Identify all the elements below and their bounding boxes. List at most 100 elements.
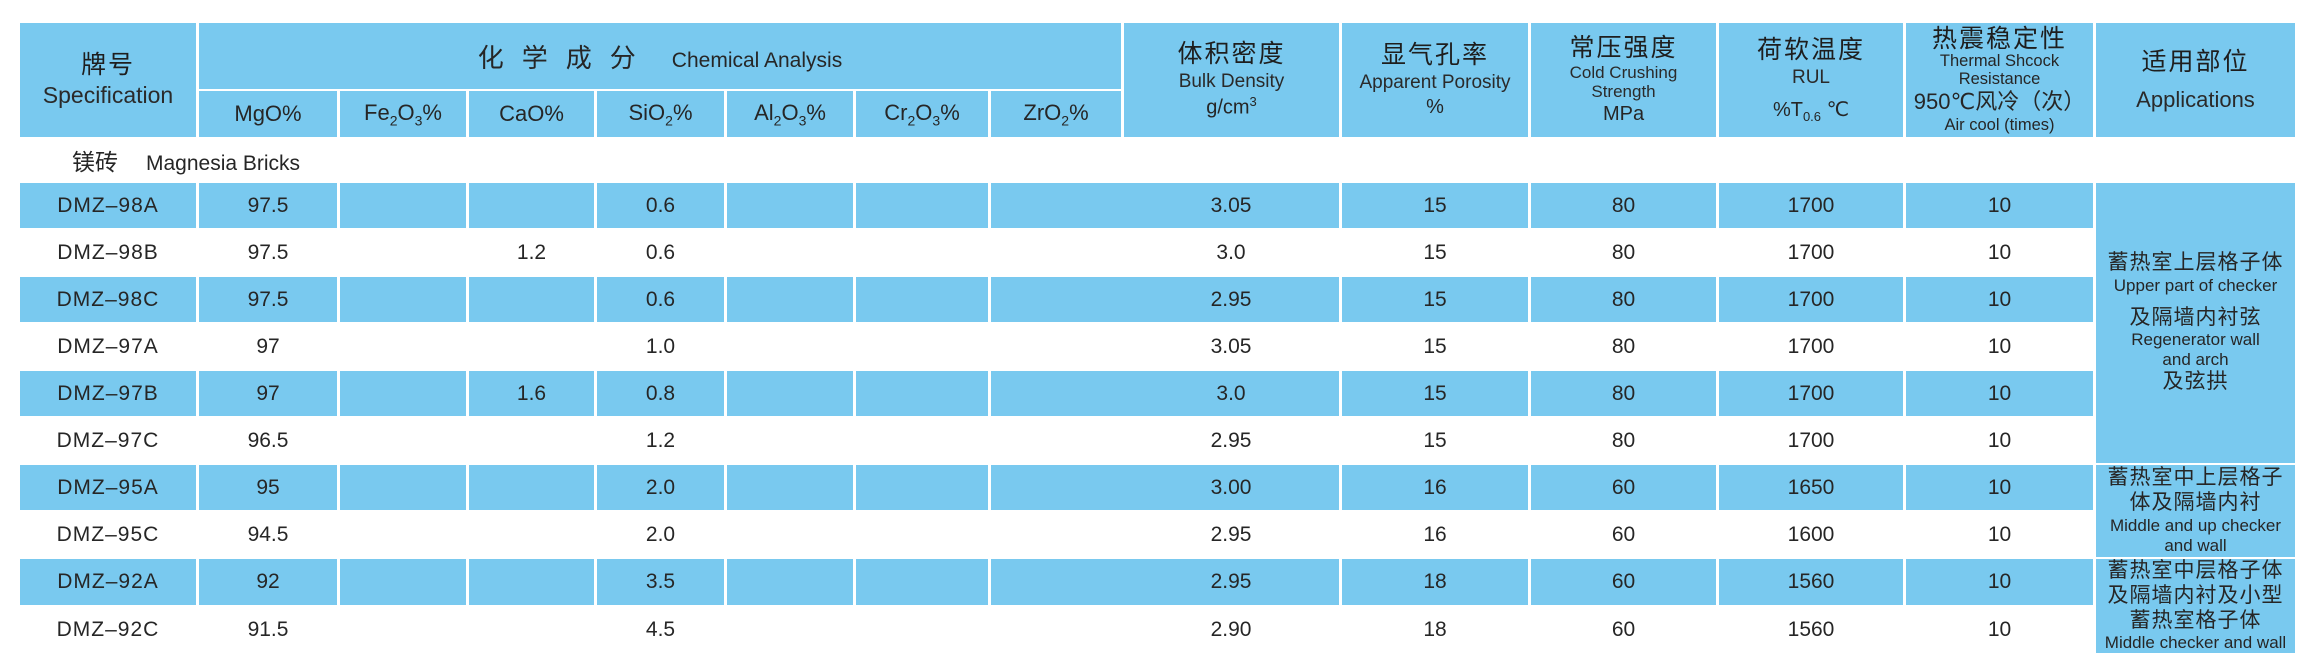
chem-value-cell-al2o3 xyxy=(727,512,853,557)
section-row-magnesia-bricks: 镁砖 Magnesia Bricks xyxy=(20,139,2295,181)
header-apparent-porosity: 显气孔率 Apparent Porosity % xyxy=(1342,23,1528,137)
bulk-density-cell: 2.95 xyxy=(991,512,1339,557)
applications-line: 蓄热室上层格子体 xyxy=(2107,250,2284,274)
bulk-density-cell: 2.90 xyxy=(991,607,1339,654)
apparent-porosity-cell: 18 xyxy=(1342,607,1528,654)
chem-value-cell-cao xyxy=(469,324,594,369)
chem-value-cell-sio2: 0.6 xyxy=(597,277,724,322)
chem-value-cell-cr2o3 xyxy=(856,512,988,557)
header-bulk-density-unit: g/cm3 xyxy=(1206,94,1257,119)
table-row: DMZ–95C 94.5 2.0 2.95 16 60 1600 10 xyxy=(20,512,2295,557)
table-row: DMZ–97C 96.5 1.2 2.95 15 80 1700 10 xyxy=(20,418,2295,463)
chem-value-cell-al2o3 xyxy=(727,418,853,463)
chem-value-cell-mgo: 97.5 xyxy=(199,183,337,228)
chem-value-cell-cao xyxy=(469,465,594,510)
spec-cell: DMZ–97A xyxy=(20,324,196,369)
bulk-density-cell: 2.95 xyxy=(991,559,1339,606)
chem-value-cell-cr2o3 xyxy=(856,324,988,369)
spec-cell: DMZ–97C xyxy=(20,418,196,463)
chem-value-cell-al2o3 xyxy=(727,465,853,510)
chem-value-cell-fe2o3 xyxy=(340,277,466,322)
rul-cell: 1700 xyxy=(1719,371,1903,416)
header-chemical-zh: 化学成分 xyxy=(477,42,654,73)
chem-value-cell-mgo: 97 xyxy=(199,324,337,369)
header-applications-zh: 适用部位 xyxy=(2141,47,2250,76)
chem-value-cell-sio2: 2.0 xyxy=(597,465,724,510)
bulk-density-cell: 3.0 xyxy=(991,230,1339,275)
header-bulk-density: 体积密度 Bulk Density g/cm3 xyxy=(1124,23,1339,137)
crushing-strength-cell: 60 xyxy=(1531,465,1716,510)
thermal-shock-cell: 10 xyxy=(1906,230,2093,275)
chem-value-cell-cao: 1.2 xyxy=(469,230,594,275)
bulk-density-cell: 3.05 xyxy=(991,324,1339,369)
chem-value-cell-al2o3 xyxy=(727,324,853,369)
chem-value-cell-sio2: 2.0 xyxy=(597,512,724,557)
chem-value-cell-mgo: 91.5 xyxy=(199,607,337,654)
chem-value-cell-mgo: 95 xyxy=(199,465,337,510)
bulk-density-cell: 3.05 xyxy=(991,183,1339,228)
chem-value-cell-al2o3 xyxy=(727,277,853,322)
header-thermal-shock: 热震稳定性 Thermal Shcock Resistance 950℃风冷（次… xyxy=(1906,23,2093,137)
header-chemical-analysis: 化学成分 Chemical Analysis xyxy=(199,23,1121,89)
chem-value-cell-cao xyxy=(469,183,594,228)
table-row: DMZ–95A 95 2.0 3.00 16 60 1650 10 蓄热室中上层格子 体及隔墙内衬… xyxy=(20,465,2295,557)
chem-value-cell-cr2o3 xyxy=(856,230,988,275)
bulk-density-cell: 2.95 xyxy=(991,277,1339,322)
crushing-strength-cell: 80 xyxy=(1531,277,1716,322)
header-col-cao: CaO% xyxy=(469,91,594,137)
table-row: DMZ–98B 97.5 1.2 0.6 3.0 15 80 1700 10 xyxy=(20,230,2295,275)
thermal-shock-cell: 10 xyxy=(1906,559,2093,606)
chem-value-cell-cr2o3 xyxy=(856,183,988,228)
apparent-porosity-cell: 15 xyxy=(1342,324,1528,369)
chem-value-cell-cao xyxy=(469,607,594,654)
header-tsr-en3: Air cool (times) xyxy=(1944,115,2055,134)
rul-cell: 1700 xyxy=(1719,230,1903,275)
header-specification-en: Specification xyxy=(42,82,174,109)
apparent-porosity-cell: 15 xyxy=(1342,277,1528,322)
applications-line: 及弦拱 xyxy=(2162,370,2229,394)
rul-cell: 1560 xyxy=(1719,607,1903,654)
thermal-shock-cell: 10 xyxy=(1906,607,2093,654)
chem-value-cell-cr2o3 xyxy=(856,559,988,606)
thermal-shock-cell: 10 xyxy=(1906,277,2093,322)
applications-line: 蓄热室中上层格子 xyxy=(2107,466,2284,490)
chem-value-cell-al2o3 xyxy=(727,230,853,275)
applications-line: Regenerator wall xyxy=(2131,330,2260,350)
chem-value-cell-cr2o3 xyxy=(856,277,988,322)
chem-value-cell-mgo: 97.5 xyxy=(199,277,337,322)
apparent-porosity-cell: 15 xyxy=(1342,371,1528,416)
chem-value-cell-cao xyxy=(469,559,594,606)
chem-value-cell-cr2o3 xyxy=(856,465,988,510)
chem-value-cell-fe2o3 xyxy=(340,371,466,416)
header-ccs-en1: Cold Crushing xyxy=(1569,63,1678,83)
thermal-shock-cell: 10 xyxy=(1906,371,2093,416)
header-col-sio2: SiO2% xyxy=(597,91,724,137)
thermal-shock-cell: 10 xyxy=(1906,183,2093,228)
chem-value-cell-fe2o3 xyxy=(340,230,466,275)
bulk-density-cell: 3.00 xyxy=(991,465,1339,510)
spec-cell: DMZ–92A xyxy=(20,559,196,606)
header-tsr-zh2: 950℃风冷（次） xyxy=(1913,89,2086,115)
header-specification-zh: 牌号 xyxy=(80,51,135,79)
apparent-porosity-cell: 15 xyxy=(1342,230,1528,275)
apparent-porosity-cell: 16 xyxy=(1342,465,1528,510)
spec-cell: DMZ–98A xyxy=(20,183,196,228)
crushing-strength-cell: 60 xyxy=(1531,607,1716,654)
chem-value-cell-fe2o3 xyxy=(340,324,466,369)
chem-value-cell-cao: 1.6 xyxy=(469,371,594,416)
header-col-cr2o3: Cr2O3% xyxy=(856,91,988,137)
section-title-zh: 镁砖 xyxy=(72,149,118,175)
table-row: DMZ–98A 97.5 0.6 3.05 15 80 1700 10 蓄热室上层格子体 Uppe… xyxy=(20,183,2295,463)
header-ccs-zh: 常压强度 xyxy=(1569,34,1678,63)
chem-value-cell-mgo: 97.5 xyxy=(199,230,337,275)
apparent-porosity-cell: 15 xyxy=(1342,418,1528,463)
chem-value-cell-fe2o3 xyxy=(340,418,466,463)
applications-cell: 蓄热室中层格子体 及隔墙内衬及小型 蓄热室格子体 Middle checker and… xyxy=(2096,559,2295,654)
applications-line: and wall xyxy=(2164,535,2227,555)
spec-cell: DMZ–98C xyxy=(20,277,196,322)
applications-line: Middle checker and wall xyxy=(2104,633,2287,653)
magnesia-brick-spec-table: 牌号 Specification 化学成分 Chemical Analysis 体… xyxy=(17,21,2298,655)
header-bulk-density-zh: 体积密度 xyxy=(1177,40,1286,69)
chem-value-cell-mgo: 96.5 xyxy=(199,418,337,463)
chem-value-cell-sio2: 1.0 xyxy=(597,324,724,369)
